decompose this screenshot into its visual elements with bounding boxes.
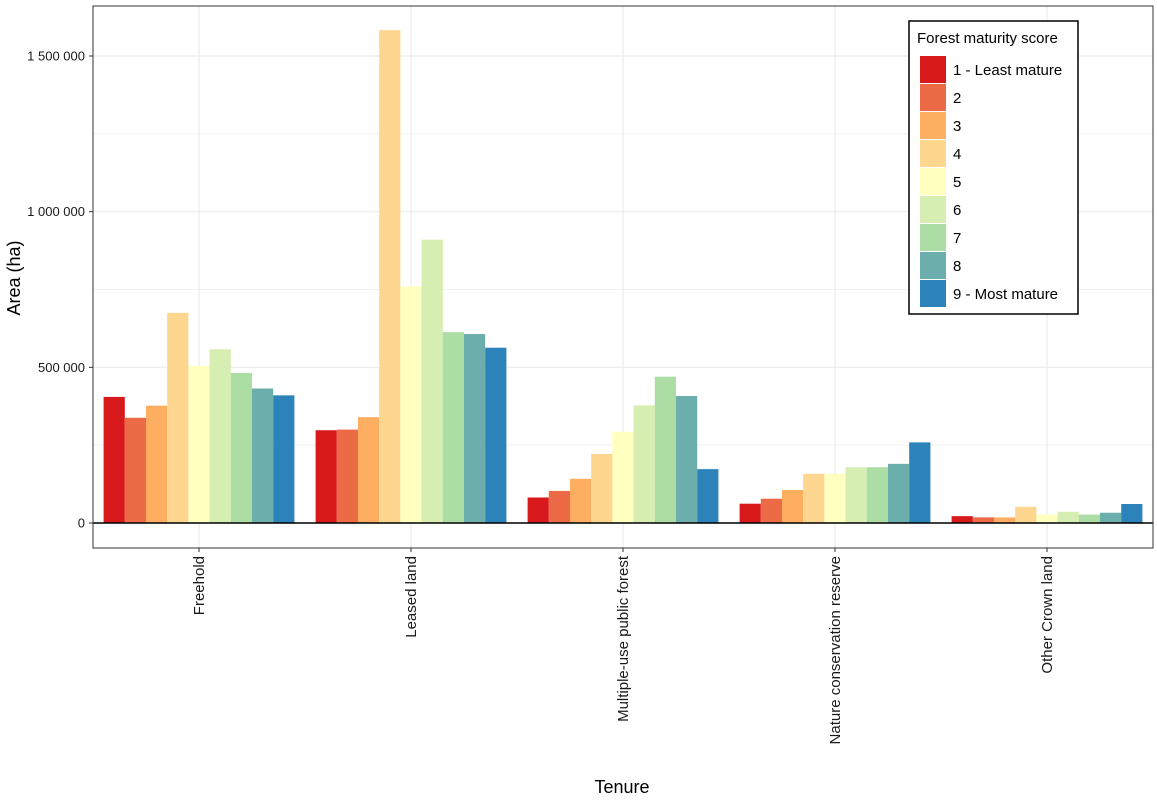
legend-swatch [920, 140, 946, 167]
bar [315, 430, 337, 523]
bar [782, 489, 804, 523]
legend: Forest maturity score 1 - Least mature 2 3… [908, 20, 1079, 315]
bar [548, 490, 570, 523]
legend-swatch [920, 168, 946, 195]
bar [273, 395, 295, 523]
bar [1100, 512, 1122, 523]
bar [1057, 511, 1079, 523]
x-axis: Freehold Leased land Multiple-use public f… [191, 548, 1056, 744]
bar [400, 286, 422, 523]
bar [633, 405, 655, 523]
bar [845, 467, 867, 523]
y-axis: 0 500 000 1 000 000 1 500 000 [27, 49, 93, 531]
bar [464, 334, 486, 523]
bar [167, 312, 189, 523]
bar [485, 347, 507, 523]
bars-layer [103, 30, 1143, 524]
bar [1121, 504, 1143, 523]
legend-label: 6 [953, 202, 961, 219]
bar [1015, 506, 1037, 523]
bar [994, 517, 1016, 523]
y-axis-title: Area (ha) [4, 240, 24, 315]
x-tick-label: Other Crown land [1039, 556, 1056, 674]
legend-swatch [920, 196, 946, 223]
bar [442, 332, 464, 523]
bar [909, 442, 931, 523]
bar [209, 349, 231, 523]
x-tick-label: Leased land [403, 556, 420, 638]
bar [591, 453, 613, 523]
bar [760, 498, 782, 523]
bar [739, 503, 761, 523]
legend-label: 7 [953, 230, 961, 247]
legend-label: 4 [953, 146, 961, 163]
y-tick-label: 500 000 [38, 360, 85, 375]
x-tick-label: Multiple-use public forest [615, 555, 632, 722]
legend-title: Forest maturity score [917, 30, 1058, 47]
bar [336, 429, 358, 523]
legend-swatch [920, 224, 946, 251]
x-tick-label: Nature conservation reserve [827, 556, 844, 744]
bar [803, 473, 825, 523]
legend-swatch [920, 84, 946, 111]
bar [1078, 514, 1100, 523]
bar [951, 516, 973, 523]
bar [358, 417, 380, 523]
y-tick-label: 1 500 000 [27, 49, 85, 64]
legend-label: 3 [953, 118, 961, 135]
bar [379, 30, 401, 524]
bar [421, 239, 443, 524]
bar [1036, 514, 1058, 523]
legend-swatch [920, 56, 946, 83]
bar [697, 469, 719, 523]
bar [188, 365, 210, 523]
x-axis-title: Tenure [594, 777, 649, 797]
bar [676, 395, 698, 523]
legend-label: 1 - Least mature [953, 62, 1062, 79]
y-tick-label: 1 000 000 [27, 204, 85, 219]
legend-label: 9 - Most mature [953, 286, 1058, 303]
bar [103, 396, 125, 523]
x-tick-label: Freehold [191, 556, 208, 615]
bar [824, 473, 846, 523]
bar [230, 372, 252, 523]
bar [146, 405, 168, 523]
bar [252, 388, 274, 523]
bar [527, 497, 549, 523]
y-tick-label: 0 [78, 516, 85, 531]
bar [612, 431, 634, 523]
bar [972, 517, 994, 523]
bar [654, 376, 676, 523]
legend-swatch [920, 112, 946, 139]
legend-label: 2 [953, 90, 961, 107]
legend-swatch [920, 252, 946, 279]
bar [888, 463, 910, 523]
bar [866, 467, 888, 523]
legend-label: 8 [953, 258, 961, 275]
bar [124, 417, 146, 523]
legend-swatch [920, 280, 946, 307]
legend-label: 5 [953, 174, 961, 191]
bar [570, 478, 592, 523]
